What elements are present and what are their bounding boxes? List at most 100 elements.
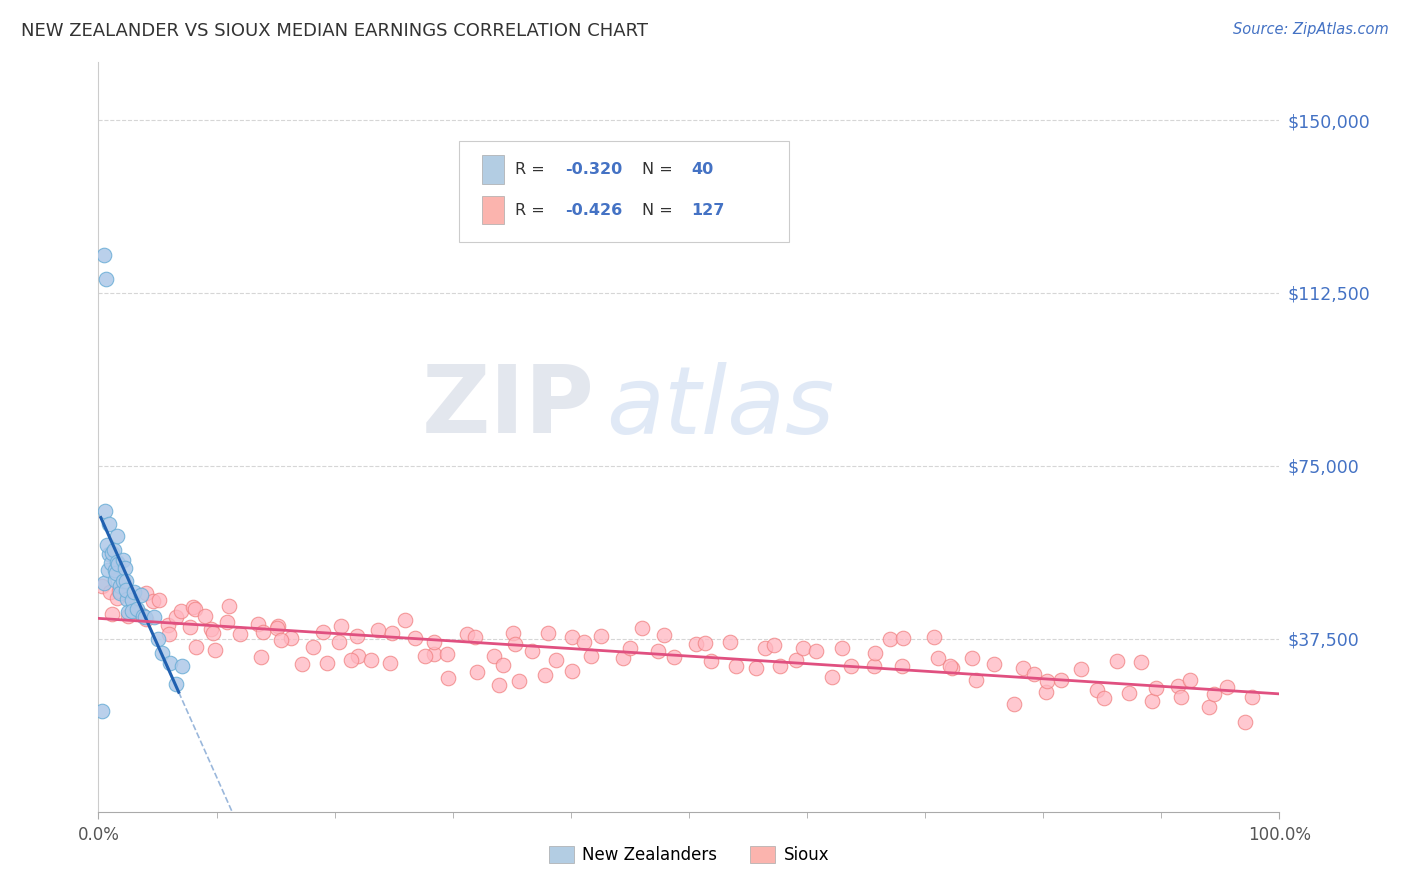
Point: [1105, 654, 1128, 668]
Text: Source: ZipAtlas.com: Source: ZipAtlas.com: [1233, 22, 1389, 37]
Point: [831, 640, 853, 655]
Point: [93, 575, 115, 590]
Point: [983, 657, 1005, 671]
Point: [792, 641, 814, 656]
Point: [229, 627, 252, 641]
Point: [561, 664, 583, 678]
Point: [97, 547, 120, 561]
Point: [170, 604, 193, 618]
Point: [927, 650, 949, 665]
Point: [456, 626, 478, 640]
Point: [266, 619, 288, 633]
Point: [148, 632, 170, 646]
Point: [502, 625, 524, 640]
Point: [100, 557, 122, 571]
Point: [508, 673, 530, 688]
Point: [142, 610, 165, 624]
Point: [90, 579, 112, 593]
Point: [572, 635, 595, 649]
Point: [114, 574, 136, 588]
Point: [280, 631, 302, 645]
Point: [695, 635, 717, 649]
Point: [170, 659, 193, 673]
Point: [117, 588, 139, 602]
FancyBboxPatch shape: [458, 141, 789, 243]
Point: [612, 650, 634, 665]
Text: R =: R =: [516, 202, 550, 218]
Text: 40: 40: [692, 162, 714, 178]
Point: [301, 640, 323, 654]
Point: [1035, 685, 1057, 699]
Point: [218, 599, 240, 613]
Point: [107, 583, 129, 598]
Point: [105, 529, 128, 543]
Point: [647, 643, 669, 657]
Point: [820, 670, 842, 684]
Point: [662, 649, 685, 664]
Point: [98, 516, 121, 531]
Point: [157, 618, 180, 632]
Point: [115, 582, 138, 597]
Point: [436, 648, 458, 662]
Point: [413, 649, 436, 664]
Point: [1002, 697, 1025, 711]
Point: [142, 594, 165, 608]
Point: [117, 605, 139, 619]
Point: [1178, 673, 1201, 687]
Point: [505, 637, 527, 651]
Point: [488, 678, 510, 692]
Point: [121, 604, 143, 618]
Point: [1170, 690, 1192, 704]
Point: [135, 612, 157, 626]
Point: [291, 657, 314, 671]
Point: [754, 641, 776, 656]
Point: [652, 628, 675, 642]
Point: [107, 557, 129, 571]
Point: [96, 538, 118, 552]
Point: [148, 593, 170, 607]
Point: [769, 659, 792, 673]
Point: [360, 653, 382, 667]
Point: [114, 561, 136, 575]
Point: [762, 638, 785, 652]
Point: [129, 588, 152, 602]
Point: [1144, 681, 1167, 695]
Point: [200, 623, 222, 637]
Point: [101, 546, 124, 560]
Point: [1012, 660, 1035, 674]
Point: [631, 621, 654, 635]
Point: [922, 630, 945, 644]
Point: [891, 631, 914, 645]
Point: [839, 658, 862, 673]
Text: -0.426: -0.426: [565, 202, 623, 218]
Point: [1094, 691, 1116, 706]
Point: [312, 625, 335, 640]
Point: [890, 658, 912, 673]
Point: [879, 632, 901, 646]
Point: [579, 649, 602, 664]
Point: [93, 248, 115, 262]
Point: [1198, 699, 1220, 714]
Point: [252, 624, 274, 639]
Point: [108, 579, 131, 593]
Point: [121, 592, 143, 607]
Point: [104, 563, 127, 577]
Point: [105, 591, 128, 605]
Point: [939, 659, 962, 673]
Point: [157, 627, 180, 641]
Point: [183, 602, 205, 616]
Point: [685, 637, 707, 651]
Point: [104, 573, 127, 587]
Point: [785, 653, 807, 667]
Point: [93, 504, 115, 518]
Point: [105, 566, 128, 581]
Text: -0.320: -0.320: [565, 162, 623, 178]
Text: ZIP: ZIP: [422, 361, 595, 453]
Point: [1233, 714, 1256, 729]
Point: [960, 651, 983, 665]
Point: [316, 656, 339, 670]
Point: [1130, 655, 1153, 669]
Point: [492, 657, 515, 672]
Point: [184, 640, 207, 655]
Point: [96, 271, 118, 285]
